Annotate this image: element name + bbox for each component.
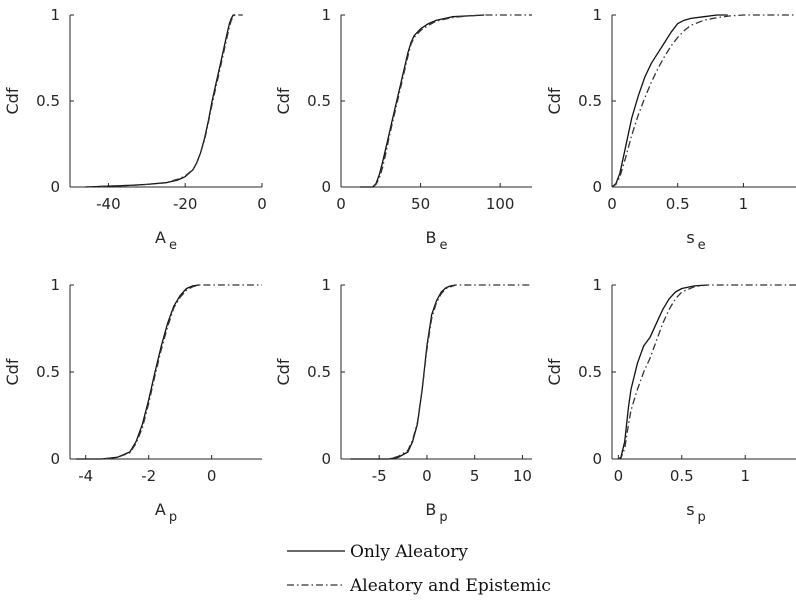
x-tick-label: 0 bbox=[207, 467, 217, 485]
x-tick-label: 50 bbox=[411, 195, 430, 213]
y-tick-label: 1 bbox=[321, 6, 331, 24]
y-tick-label: 0 bbox=[321, 450, 331, 468]
series-line-only-aleatory bbox=[611, 14, 728, 188]
y-tick-label: 0.5 bbox=[36, 92, 60, 110]
x-axis-label-subscript: e bbox=[439, 238, 447, 253]
y-axis-label: Cdf bbox=[3, 358, 22, 385]
x-axis-label-main: A bbox=[155, 500, 166, 519]
series-line-aleatory-epistemic bbox=[618, 284, 796, 460]
series-line-only-aleatory bbox=[85, 14, 236, 188]
x-axis-label-subscript: e bbox=[169, 238, 177, 253]
chart-panel: -5 0 5 10 0 0.5 1 Cdf B p bbox=[274, 276, 532, 525]
x-axis-label-subscript: p bbox=[698, 510, 706, 525]
x-tick-label: 1 bbox=[739, 195, 749, 213]
x-tick-label: 0.5 bbox=[666, 195, 690, 213]
series-line-only-aleatory bbox=[76, 284, 200, 460]
x-tick-label: -2 bbox=[141, 467, 156, 485]
x-tick-label: 5 bbox=[470, 467, 480, 485]
x-axis-label-main: A bbox=[155, 228, 166, 247]
y-tick-label: 1 bbox=[50, 6, 60, 24]
x-tick-label: -5 bbox=[372, 467, 387, 485]
x-tick-label: -40 bbox=[96, 195, 121, 213]
y-tick-label: 0.5 bbox=[36, 363, 60, 381]
y-axis-label: Cdf bbox=[274, 87, 293, 114]
x-tick-label: -4 bbox=[78, 467, 93, 485]
y-tick-label: 1 bbox=[592, 6, 602, 24]
series-line-only-aleatory bbox=[617, 284, 708, 460]
chart-panel: 0 50 100 0 0.5 1 Cdf B e bbox=[274, 6, 532, 253]
series-line-aleatory-epistemic bbox=[611, 14, 796, 188]
x-axis-label-main: B bbox=[426, 228, 437, 247]
x-tick-label: 0.5 bbox=[670, 467, 694, 485]
y-tick-label: 0 bbox=[50, 178, 60, 196]
chart-panel: -40 -20 0 0 0.5 1 Cdf A e bbox=[3, 6, 267, 253]
y-tick-label: 0.5 bbox=[307, 92, 331, 110]
y-axis-label: Cdf bbox=[274, 358, 293, 385]
legend-label: Aleatory and Epistemic bbox=[349, 576, 551, 596]
x-axis-label-subscript: e bbox=[698, 238, 706, 253]
x-tick-label: -20 bbox=[173, 195, 198, 213]
x-axis-label-main: s bbox=[686, 228, 694, 247]
x-tick-label: 0 bbox=[614, 467, 624, 485]
x-axis-label-subscript: p bbox=[169, 510, 177, 525]
chart-panel: -4 -2 0 0 0.5 1 Cdf A p bbox=[3, 276, 262, 525]
x-tick-label: 100 bbox=[486, 195, 515, 213]
x-axis-label-subscript: p bbox=[439, 510, 447, 525]
y-tick-label: 0 bbox=[592, 450, 602, 468]
y-tick-label: 0 bbox=[321, 178, 331, 196]
series-line-only-aleatory bbox=[360, 14, 485, 188]
y-axis-label: Cdf bbox=[545, 358, 564, 385]
y-tick-label: 1 bbox=[50, 276, 60, 294]
chart-panel: 0 0.5 1 0 0.5 1 Cdf s e bbox=[545, 6, 796, 253]
y-axis-label: Cdf bbox=[3, 87, 22, 114]
y-tick-label: 0 bbox=[50, 450, 60, 468]
y-tick-label: 0.5 bbox=[307, 363, 331, 381]
x-tick-label: 10 bbox=[513, 467, 532, 485]
y-tick-label: 0.5 bbox=[578, 363, 602, 381]
x-tick-label: 0 bbox=[422, 467, 432, 485]
y-tick-label: 1 bbox=[321, 276, 331, 294]
x-tick-label: 1 bbox=[740, 467, 750, 485]
series-line-only-aleatory bbox=[350, 284, 456, 460]
y-tick-label: 0 bbox=[592, 178, 602, 196]
x-tick-label: 0 bbox=[607, 195, 617, 213]
chart-panel: 0 0.5 1 0 0.5 1 Cdf s p bbox=[545, 276, 796, 525]
legend: Only Aleatory Aleatory and Epistemic bbox=[287, 542, 551, 596]
x-axis-label-main: B bbox=[425, 500, 436, 519]
y-tick-label: 0.5 bbox=[578, 92, 602, 110]
series-line-aleatory-epistemic bbox=[360, 14, 532, 188]
y-tick-label: 1 bbox=[592, 276, 602, 294]
series-line-aleatory-epistemic bbox=[76, 284, 262, 460]
x-axis-label-main: s bbox=[686, 500, 694, 519]
legend-label: Only Aleatory bbox=[350, 542, 468, 562]
series-line-aleatory-epistemic bbox=[85, 14, 243, 188]
x-tick-label: 0 bbox=[257, 195, 267, 213]
x-tick-label: 0 bbox=[336, 195, 346, 213]
series-line-aleatory-epistemic bbox=[350, 284, 532, 460]
y-axis-label: Cdf bbox=[545, 87, 564, 114]
